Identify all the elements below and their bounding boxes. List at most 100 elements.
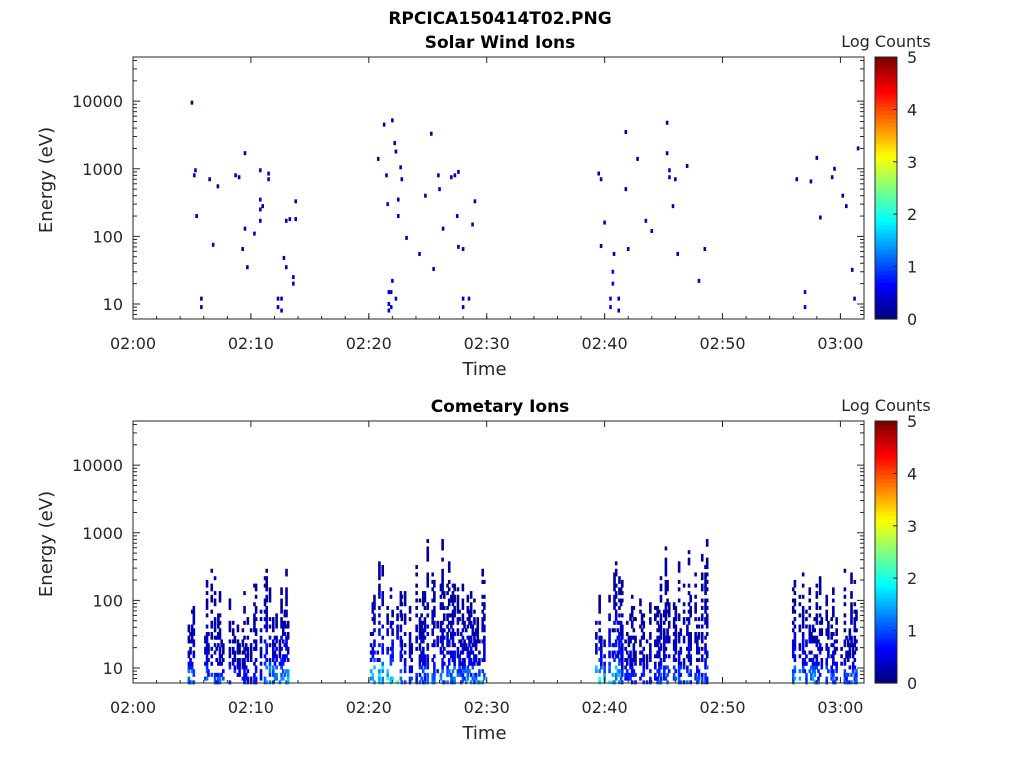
spectrogram-cell [793, 609, 797, 614]
spectrogram-cell [204, 676, 207, 681]
spectrogram-cell [830, 635, 833, 640]
spectrogram-cell [389, 290, 393, 295]
spectrogram-cell [461, 613, 465, 618]
spectrogram-cell [689, 680, 692, 685]
spectrogram-cell [695, 669, 699, 674]
spectrogram-cell [659, 628, 663, 633]
spectrogram-cell [677, 631, 681, 636]
spectrogram-cell [667, 639, 671, 644]
spectrogram-cell [386, 628, 389, 633]
colorbar-swatch [875, 490, 897, 496]
spectrogram-cell [677, 561, 681, 566]
spectrogram-cell [458, 617, 461, 622]
spectrogram-cell [697, 676, 701, 681]
spectrogram-cell [210, 587, 214, 592]
colorbar-tick-label: 5 [907, 48, 917, 67]
spectrogram-cell [818, 587, 822, 592]
spectrogram-cell [272, 654, 275, 659]
spectrogram-cell [253, 620, 256, 625]
colorbar-swatch [875, 188, 897, 193]
spectrogram-cell [654, 672, 657, 677]
colorbar-swatch [875, 306, 897, 312]
spectrogram-cell [403, 598, 407, 603]
spectrogram-cell [649, 676, 652, 681]
spectrogram-cell [664, 613, 668, 618]
spectrogram-cell [205, 605, 209, 610]
spectrogram-cell [815, 661, 819, 666]
spectrogram-cell [426, 680, 430, 685]
spectrogram-cell [801, 583, 805, 588]
spectrogram-cell [820, 631, 824, 636]
spectrogram-cell [674, 613, 678, 618]
spectrogram-cell [386, 613, 389, 618]
spectrogram-cell [815, 665, 819, 670]
spectrogram-cell [278, 680, 282, 685]
spectrogram-cell [387, 290, 391, 295]
spectrogram-cell [815, 583, 819, 588]
colorbar-swatch [875, 261, 897, 267]
spectrogram-cell [265, 620, 269, 625]
spectrogram-cell [662, 672, 666, 677]
spectrogram-cell [243, 226, 247, 231]
spectrogram-cell [645, 665, 649, 670]
spectrogram-cell [483, 646, 486, 651]
spectrogram-cell [453, 665, 456, 670]
spectrogram-cell [679, 628, 683, 633]
spectrogram-cell [468, 639, 471, 644]
spectrogram-cell [642, 620, 646, 625]
spectrogram-cell [286, 635, 290, 640]
spectrogram-cell [238, 646, 241, 651]
colorbar-swatch [875, 486, 897, 492]
colorbar-swatch [875, 294, 897, 300]
spectrogram-cell [483, 613, 486, 618]
colorbar-swatch [875, 286, 897, 291]
spectrogram-cell [672, 620, 676, 625]
spectrogram-cell [246, 669, 250, 674]
spectrogram-cell [704, 617, 707, 622]
spectrogram-cell [213, 635, 217, 640]
spectrogram-cell [441, 643, 444, 648]
spectrogram-cell [645, 661, 649, 666]
spectrogram-cell [456, 602, 460, 607]
spectrogram-cell [451, 676, 455, 681]
spectrogram-cell [613, 572, 616, 577]
spectrogram-cell [386, 605, 389, 610]
spectrogram-cell [253, 583, 256, 588]
spectrogram-cell [218, 591, 222, 596]
spectrogram-cell [408, 650, 412, 655]
spectrogram-cell [827, 635, 830, 640]
x-tick-label: 02:30 [464, 334, 510, 353]
spectrogram-cell [630, 620, 634, 625]
spectrogram-cell [466, 635, 470, 640]
spectrogram-cell [704, 583, 707, 588]
spectrogram-cell [275, 665, 278, 670]
spectrogram-cell [810, 658, 813, 663]
spectrogram-cell [811, 628, 815, 633]
spectrogram-cell [672, 654, 676, 659]
spectrogram-cell [442, 654, 446, 659]
spectrogram-cell [682, 665, 686, 670]
spectrogram-cell [381, 635, 385, 640]
colorbar-tick-label: 3 [907, 517, 917, 536]
spectrogram-cell [666, 579, 669, 584]
colorbar-swatch [875, 543, 897, 549]
spectrogram-cell [619, 620, 623, 625]
spectrogram-cell [627, 635, 631, 640]
spectrogram-cell [801, 605, 805, 610]
spectrogram-cell [441, 226, 445, 231]
spectrogram-cell [624, 672, 627, 677]
spectrogram-cell [830, 175, 834, 180]
spectrogram-cell [263, 609, 267, 614]
spectrogram-cell [632, 658, 636, 663]
spectrogram-cell [281, 628, 285, 633]
spectrogram-cell [456, 672, 460, 677]
spectrogram-cell [280, 676, 283, 681]
spectrogram-cell [624, 676, 627, 681]
spectrogram-cell [371, 676, 375, 681]
colorbar-swatch [875, 278, 897, 283]
spectrogram-cell [609, 305, 612, 310]
spectrogram-cell [700, 635, 704, 640]
spectrogram-cell [803, 658, 807, 663]
spectrogram-cell [285, 587, 288, 592]
